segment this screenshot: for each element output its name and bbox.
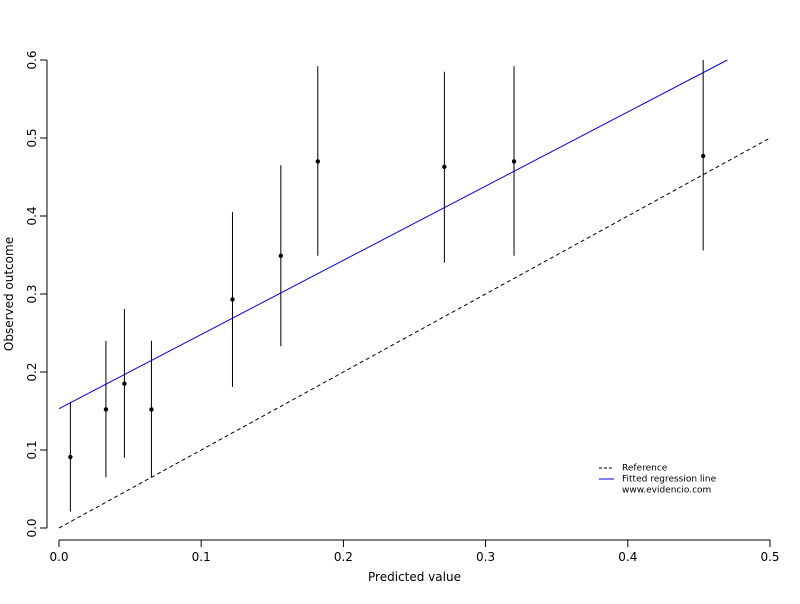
y-tick-label: 0.1 [25, 440, 39, 459]
y-tick-label: 0.0 [25, 518, 39, 537]
y-tick-label: 0.3 [25, 284, 39, 303]
fitted-regression-line [58, 59, 728, 410]
y-tick-label: 0.4 [25, 206, 39, 225]
reference-line [58, 137, 771, 529]
data-point [149, 407, 154, 412]
y-tick-label: 0.6 [25, 50, 39, 69]
x-tick-label: 0.1 [192, 550, 211, 564]
chart-lines [58, 59, 771, 529]
x-tick-label: 0.4 [618, 550, 637, 564]
x-axis-title: Predicted value [368, 570, 461, 584]
data-points [68, 153, 706, 460]
x-tick-label: 0.0 [49, 550, 68, 564]
data-point [68, 454, 73, 460]
data-point [122, 381, 127, 386]
data-point [442, 164, 447, 170]
legend-label: Fitted regression line [622, 475, 717, 485]
y-tick-label: 0.2 [25, 362, 39, 381]
legend-label: Reference [622, 464, 668, 474]
data-point [230, 297, 235, 302]
x-tick-label: 0.2 [334, 550, 353, 564]
y-tick-label: 0.5 [25, 128, 39, 147]
error-bars [69, 60, 704, 512]
legend-watermark: www.evidencio.com [622, 486, 711, 496]
x-tick-label: 0.5 [760, 550, 779, 564]
data-point [278, 253, 284, 258]
x-tick-label: 0.3 [476, 550, 495, 564]
data-point [511, 159, 517, 164]
y-axis-title: Observed outcome [2, 237, 16, 351]
data-point [700, 153, 706, 159]
axes: 0.0 0.1 0.2 0.3 0.4 0.5 0.0 0.1 0.2 0.3 0.4 0.5 0.6 [25, 50, 780, 563]
data-point [315, 159, 321, 164]
data-point [103, 407, 109, 412]
